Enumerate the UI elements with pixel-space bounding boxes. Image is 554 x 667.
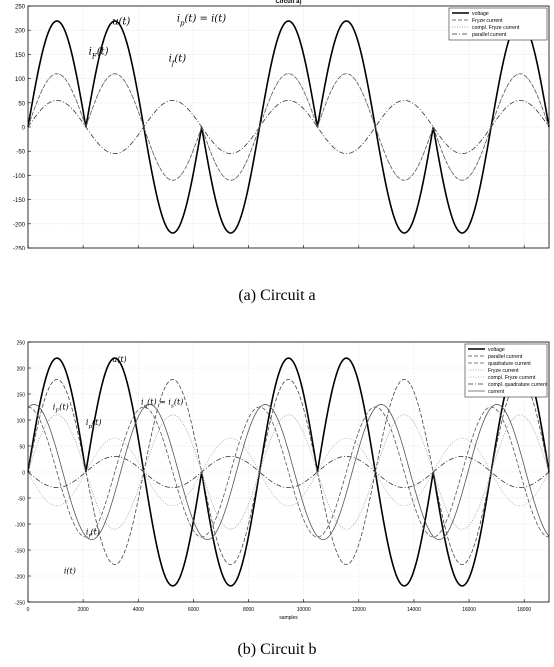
y-tick-label: -100	[13, 174, 26, 180]
annotation-part: (t)	[91, 527, 100, 536]
annotation-label: u(t)	[112, 16, 130, 27]
series-line	[27, 73, 550, 181]
y-tick-label: 200	[17, 367, 26, 373]
annotation-part: (t) = i(t)	[185, 13, 227, 24]
y-tick-label: -150	[15, 549, 25, 555]
chart-circuit-a: 0200040006000800010000120001400016000180…	[0, 0, 554, 250]
annotation-label: i(t)	[64, 566, 76, 575]
chart-circuit-b: 0 2000 4000 6000 8000 10000 12000 14000 16000 180…	[0, 336, 554, 620]
annotation-part: i	[177, 13, 180, 24]
annotation-part: i	[86, 527, 89, 536]
y-tick-label: 0	[22, 471, 25, 477]
annotation-part: F	[91, 52, 98, 60]
x-axis-label: samples	[279, 615, 298, 620]
series-line	[27, 20, 550, 234]
annotation-part: (t)	[92, 418, 101, 427]
series-line	[27, 99, 550, 155]
y-tick-label: -100	[15, 523, 25, 529]
legend-box	[464, 343, 548, 398]
series-line	[27, 437, 550, 507]
annotation-part: q	[144, 403, 148, 409]
y-tick-label: 200	[15, 29, 26, 35]
annotation-part: p	[88, 424, 92, 430]
y-tick-label: -250	[15, 601, 25, 607]
x-tick-label: 16000	[462, 607, 476, 613]
legend-label: parallel current	[472, 32, 507, 38]
annotation-part: u(t)	[112, 16, 130, 27]
annotation-part: F	[54, 409, 60, 415]
annotation-part: p	[180, 19, 185, 27]
y-tick-label: -50	[16, 150, 25, 156]
y-tick-label: 0	[22, 126, 26, 132]
annotation-label: if(t)	[169, 54, 187, 68]
y-tick-label: 250	[15, 5, 26, 11]
y-tick-label: -250	[13, 247, 26, 251]
x-tick-label: 14000	[407, 607, 421, 613]
annotation-part: s	[171, 403, 174, 409]
annotation-part: (t)	[174, 54, 186, 65]
series-line	[27, 455, 550, 489]
y-tick-label: 100	[17, 419, 26, 425]
annotation-part: f	[171, 60, 176, 68]
annotation-part: u(t)	[112, 355, 127, 364]
series-line	[27, 357, 550, 587]
x-tick-label: 6000	[188, 607, 199, 613]
legend-label: voltage	[488, 347, 505, 353]
y-tick-label: -150	[13, 198, 26, 204]
annotation-part: i	[169, 54, 172, 65]
annotation-part: (t)	[174, 397, 183, 406]
series-line	[27, 379, 550, 565]
legend-label: Fryze current	[488, 368, 519, 374]
legend-label: voltage	[472, 11, 489, 17]
legend-label: parallel current	[488, 354, 523, 360]
x-tick-label: 2000	[78, 607, 89, 613]
annotation-part: (t)	[59, 403, 68, 412]
caption-circuit-a: (a) Circuit a	[238, 287, 316, 304]
legend-label: compl. Fryze current	[472, 25, 520, 31]
annotation-part: i	[86, 418, 89, 427]
annotation-part: f	[87, 533, 91, 539]
x-tick-label: 0	[27, 607, 30, 613]
x-tick-label: 18000	[517, 607, 531, 613]
x-tick-label: 10000	[297, 607, 311, 613]
annotation-part: i(t)	[64, 566, 76, 575]
y-tick-label: 150	[17, 393, 26, 399]
legend-label: compl. Fryze current	[488, 375, 536, 381]
annotation-label: ip(t)	[86, 418, 102, 430]
chart-b-canvas: 0 2000 4000 6000 8000 10000 12000 14000 16000 180…	[15, 341, 550, 620]
series-line	[27, 406, 550, 538]
annotation-label: iq(t) = is(t)	[141, 397, 183, 409]
x-tick-label: 4000	[133, 607, 144, 613]
annotation-part: (t) = i	[147, 397, 171, 406]
y-tick-label: -200	[13, 222, 26, 228]
legend-label: quadrature current	[488, 361, 531, 367]
annotation-part: (t)	[97, 46, 109, 57]
y-tick-label: 150	[15, 53, 26, 59]
legend-label: compl. quadrature current	[488, 382, 548, 388]
annotation-label: u(t)	[112, 355, 127, 364]
y-tick-label: -50	[18, 497, 25, 503]
annotation-part: i	[141, 397, 144, 406]
series-line	[27, 414, 550, 530]
y-tick-label: 50	[19, 445, 25, 451]
x-tick-label: 8000	[243, 607, 254, 613]
annotation-label: iF(t)	[53, 403, 69, 415]
chart-title: Circuit a)	[275, 0, 301, 5]
series-line	[27, 403, 550, 541]
annotation-label: ip(t) = i(t)	[177, 13, 226, 27]
annotation-label: if(t)	[86, 527, 100, 539]
annotation-part: i	[89, 46, 92, 57]
x-tick-label: 12000	[352, 607, 366, 613]
legend-label: Fryze current	[472, 18, 503, 24]
y-tick-label: 250	[17, 341, 26, 347]
caption-circuit-b: (b) Circuit b	[237, 641, 317, 658]
y-tick-label: 100	[15, 77, 26, 83]
y-tick-label: -200	[15, 575, 25, 581]
annotation-label: iF(t)	[89, 46, 109, 60]
annotation-part: i	[53, 403, 56, 412]
chart-a-canvas: 0200040006000800010000120001400016000180…	[13, 0, 550, 251]
y-tick-label: 50	[18, 101, 25, 107]
legend-label: current	[488, 389, 505, 395]
